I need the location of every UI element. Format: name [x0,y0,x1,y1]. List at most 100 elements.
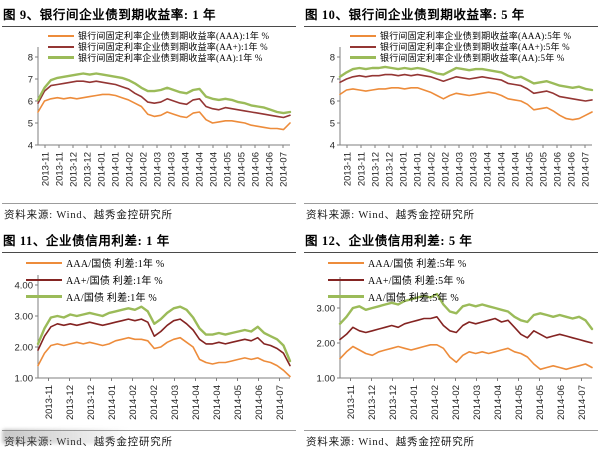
x-tick-label: 2014-04 [181,152,192,187]
y-tick-label: 8 [28,53,33,64]
legend-label: 银行间固定利率企业债到期收益率(AAA):5年 % [380,31,572,41]
legend-item: 银行间固定利率企业债到期收益率(AAA):5年 % [350,30,571,41]
x-tick-label: 2013-12 [86,385,97,420]
legend-swatch [26,261,62,264]
x-tick-label: 2014-04 [209,152,220,187]
y-tick-label: 4 [28,141,33,152]
x-tick-label: 2014-02 [430,385,441,420]
x-tick-label: 2013-12 [367,385,378,420]
legend-label: AAA/国债 利差:1年 % [66,259,165,270]
x-tick-label: 2014-03 [472,385,483,420]
legend-item: AA+/国债 利差:1年 % [26,273,163,287]
legend-swatch [350,56,376,59]
legend-swatch [48,45,74,48]
x-tick-label: 2014-04 [212,385,223,420]
legend-label: 银行间固定利率企业债到期收益率(AA):1年 % [78,53,263,63]
x-tick-label: 2014-04 [483,152,494,187]
x-tick-label: 2013-12 [388,385,399,420]
y-tick-label: 4 [330,141,335,152]
figure-11-chart: 4.00 3.00 2.00 1.00 2013-11 2013-12 2013-12 201… [15,275,292,420]
x-tick-label: 2014-04 [195,152,206,187]
figure-12-chart-area: AAA/国债 利差:5年 % AA+/国债 利差:5年 % AA/国债 利差:5年 … [304,253,598,430]
x-tick-label: 2014-05 [514,385,525,420]
legend-swatch [328,261,364,264]
legend-item: 银行间固定利率企业债到期收益率(AA):5年 % [350,52,571,63]
x-tick-label: 2014-06 [254,385,265,420]
legend-swatch [328,278,364,281]
x-tick-label: 2013-11 [44,385,55,419]
y-tick-label: 5 [28,119,33,130]
x-tick-label: 2014-05 [525,152,536,187]
x-tick-label: 2014-05 [237,152,248,187]
x-tick-label: 2014-07 [581,152,592,187]
x-tick-label: 2014-01 [111,152,122,187]
panel-figure-11: 图 11、企业债信用利差: 1 年 AAA/国债 利差:1年 % AA+/国债 利… [2,228,296,449]
figure-11-chart-area: AAA/国债 利差:1年 % AA+/国债 利差:1年 % AA/国债 利差:1年 … [2,253,296,430]
x-tick-label: 2014-02 [125,152,136,187]
x-tick-label: 2014-02 [441,152,452,187]
figure-9-legend: 银行间固定利率企业债到期收益率(AAA):1年 % 银行间固定利率企业债到期收益率… [48,30,269,63]
x-tick-label: 2013-11 [343,152,354,186]
legend-label: 银行间固定利率企业债到期收益率(AA+):5年 % [380,42,570,52]
series-line [339,344,593,371]
y-tick-label: 4.00 [15,281,34,292]
x-tick-label: 2014-02 [149,385,160,420]
x-tick-label: 2014-01 [107,385,118,420]
series-line [338,292,594,331]
figure-12-title: 图 12、企业债信用利差: 5 年 [305,234,473,248]
x-tick-label: 2014-06 [251,152,262,187]
x-tick-label: 2014-04 [497,152,508,187]
x-tick-label: 2013-12 [385,152,396,187]
x-tick-label: 2014-03 [455,152,466,187]
legend-swatch [26,295,62,298]
figure-12-legend: AAA/国债 利差:5年 % AA+/国债 利差:5年 % AA/国债 利差:5年 … [328,256,598,304]
x-tick-label: 2013-11 [346,385,357,419]
y-tick-label: 3.00 [317,304,336,315]
x-tick-label: 2013-11 [357,152,368,186]
figure-11-title: 图 11、企业债信用利差: 1 年 [3,234,170,248]
title-divider [304,26,598,27]
x-tick-label: 2014-06 [265,152,276,187]
x-tick-label: 2013-11 [55,152,66,186]
series-line [36,72,292,115]
legend-swatch [48,34,74,37]
legend-label: AA+/国债 利差:1年 % [66,276,163,287]
x-tick-label: 2014-01 [399,152,410,187]
panel-figure-10: 图 10、银行间企业债到期收益率: 5 年 银行间固定利率企业债到期收益率(AA… [304,2,598,221]
legend-swatch [48,56,74,59]
x-tick-label: 2014-01 [97,152,108,187]
x-tick-label: 2014-06 [553,152,564,187]
x-tick-label: 2014-04 [493,385,504,420]
x-tick-label: 2014-01 [409,385,420,420]
series-line [339,73,593,102]
legend-label: 银行间固定利率企业债到期收益率(AA):5年 % [380,53,565,63]
figure-12-source: 资料来源: Wind、越秀金控研究所 [306,437,475,448]
figure-10-chart-area: 银行间固定利率企业债到期收益率(AAA):5年 % 银行间固定利率企业债到期收益率… [304,27,598,203]
legend-swatch [26,278,62,281]
legend-item: AA/国债 利差:1年 % [26,290,157,304]
x-tick-label: 2014-03 [170,385,181,420]
legend-label: AAA/国债 利差:5年 % [368,259,467,270]
legend-item: 银行间固定利率企业债到期收益率(AA+):5年 % [350,41,571,52]
series-line [339,315,593,344]
x-tick-label: 2014-03 [153,152,164,187]
legend-item: AA+/国债 利差:5年 % [328,273,465,287]
legend-label: AA/国债 利差:5年 % [368,293,459,304]
source-divider [304,203,598,204]
source-divider [304,430,598,431]
x-tick-label: 2014-05 [535,385,546,420]
x-tick-label: 2014-05 [223,152,234,187]
x-tick-label: 2013-11 [41,152,52,186]
y-tick-label: 2.00 [15,343,34,354]
x-tick-label: 2014-01 [413,152,424,187]
y-tick-label: 1.00 [317,374,336,385]
figure-10-title: 图 10、银行间企业债到期收益率: 5 年 [305,8,525,22]
x-tick-label: 2014-02 [427,152,438,187]
x-tick-label: 2014-07 [279,152,290,187]
legend-swatch [350,45,376,48]
x-tick-label: 2013-12 [371,152,382,187]
legend-item: AAA/国债 利差:5年 % [328,256,467,270]
figure-9-title: 图 9、银行间企业债到期收益率: 1 年 [3,8,217,22]
x-tick-label: 2014-06 [567,152,578,187]
legend-swatch [350,34,376,37]
